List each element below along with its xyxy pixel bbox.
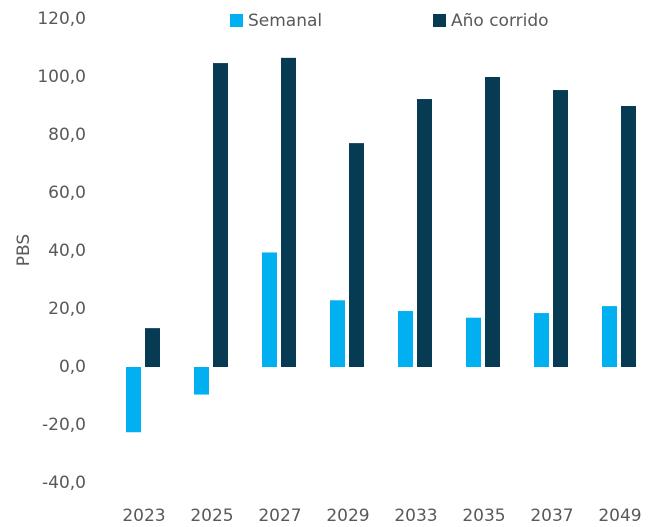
bar	[330, 300, 345, 367]
bar	[349, 143, 364, 367]
bar	[485, 77, 500, 367]
y-tick-label: 20,0	[48, 299, 86, 319]
x-tick-label: 2033	[394, 506, 437, 526]
bar	[194, 367, 209, 395]
legend-label: Semanal	[248, 11, 322, 31]
legend-label: Año corrido	[451, 11, 549, 31]
y-tick-label: 120,0	[37, 9, 86, 29]
bar	[534, 313, 549, 367]
bar	[145, 328, 160, 367]
x-tick-label: 2023	[122, 506, 165, 526]
x-tick-label: 2027	[258, 506, 301, 526]
y-tick-label: -40,0	[42, 473, 86, 493]
bar	[621, 106, 636, 367]
x-tick-label: 2035	[462, 506, 505, 526]
legend-swatch	[230, 14, 243, 27]
bar	[417, 99, 432, 367]
bar	[602, 306, 617, 367]
y-tick-label: 40,0	[48, 241, 86, 261]
y-tick-label: -20,0	[42, 415, 86, 435]
y-tick-label: 80,0	[48, 125, 86, 145]
x-tick-label: 2037	[530, 506, 573, 526]
bar	[126, 367, 141, 433]
y-tick-label: 0,0	[59, 357, 86, 377]
y-tick-label: 100,0	[37, 67, 86, 87]
bar	[398, 311, 413, 367]
x-tick-label: 2029	[326, 506, 369, 526]
bar	[466, 317, 481, 367]
bar	[213, 63, 228, 368]
y-axis-label: PBS	[14, 234, 34, 266]
legend-swatch	[433, 14, 446, 27]
bar	[281, 57, 296, 368]
x-tick-label: 2049	[598, 506, 641, 526]
x-tick-label: 2025	[190, 506, 233, 526]
bar	[553, 90, 568, 368]
y-tick-label: 60,0	[48, 183, 86, 203]
bar	[262, 252, 277, 367]
